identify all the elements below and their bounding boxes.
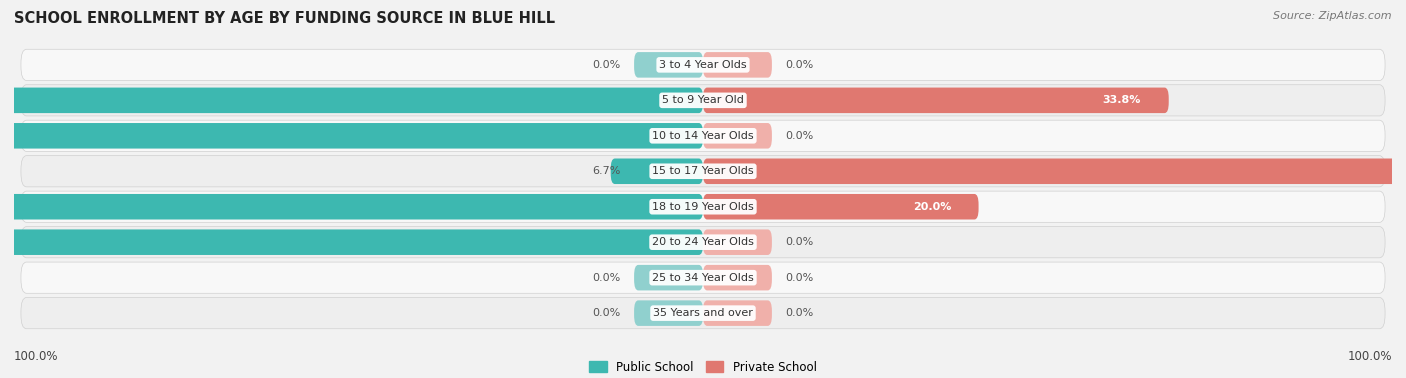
- Text: 0.0%: 0.0%: [592, 60, 620, 70]
- Legend: Public School, Private School: Public School, Private School: [585, 356, 821, 378]
- Text: 18 to 19 Year Olds: 18 to 19 Year Olds: [652, 202, 754, 212]
- Text: 100.0%: 100.0%: [14, 350, 59, 363]
- Text: 35 Years and over: 35 Years and over: [652, 308, 754, 318]
- Text: 0.0%: 0.0%: [786, 273, 814, 283]
- FancyBboxPatch shape: [21, 191, 1385, 222]
- Text: SCHOOL ENROLLMENT BY AGE BY FUNDING SOURCE IN BLUE HILL: SCHOOL ENROLLMENT BY AGE BY FUNDING SOUR…: [14, 11, 555, 26]
- Text: 100.0%: 100.0%: [1347, 350, 1392, 363]
- Text: 20 to 24 Year Olds: 20 to 24 Year Olds: [652, 237, 754, 247]
- Text: 15 to 17 Year Olds: 15 to 17 Year Olds: [652, 166, 754, 176]
- FancyBboxPatch shape: [0, 194, 703, 220]
- FancyBboxPatch shape: [703, 88, 1168, 113]
- FancyBboxPatch shape: [0, 88, 703, 113]
- Text: 0.0%: 0.0%: [592, 273, 620, 283]
- Text: 0.0%: 0.0%: [786, 131, 814, 141]
- FancyBboxPatch shape: [634, 301, 703, 326]
- FancyBboxPatch shape: [634, 52, 703, 77]
- FancyBboxPatch shape: [21, 297, 1385, 329]
- FancyBboxPatch shape: [703, 194, 979, 220]
- Text: 3 to 4 Year Olds: 3 to 4 Year Olds: [659, 60, 747, 70]
- FancyBboxPatch shape: [21, 156, 1385, 187]
- Text: 33.8%: 33.8%: [1102, 95, 1142, 105]
- Text: 0.0%: 0.0%: [786, 60, 814, 70]
- FancyBboxPatch shape: [610, 158, 703, 184]
- FancyBboxPatch shape: [703, 229, 772, 255]
- Text: 0.0%: 0.0%: [786, 237, 814, 247]
- FancyBboxPatch shape: [21, 262, 1385, 293]
- FancyBboxPatch shape: [21, 49, 1385, 81]
- Text: 0.0%: 0.0%: [786, 308, 814, 318]
- FancyBboxPatch shape: [703, 158, 1406, 184]
- FancyBboxPatch shape: [0, 229, 703, 255]
- Text: 5 to 9 Year Old: 5 to 9 Year Old: [662, 95, 744, 105]
- Text: 6.7%: 6.7%: [592, 166, 620, 176]
- FancyBboxPatch shape: [703, 301, 772, 326]
- FancyBboxPatch shape: [21, 120, 1385, 152]
- FancyBboxPatch shape: [0, 123, 703, 149]
- FancyBboxPatch shape: [21, 226, 1385, 258]
- Text: 10 to 14 Year Olds: 10 to 14 Year Olds: [652, 131, 754, 141]
- FancyBboxPatch shape: [703, 52, 772, 77]
- Text: Source: ZipAtlas.com: Source: ZipAtlas.com: [1274, 11, 1392, 21]
- Text: 25 to 34 Year Olds: 25 to 34 Year Olds: [652, 273, 754, 283]
- Text: 20.0%: 20.0%: [912, 202, 950, 212]
- FancyBboxPatch shape: [21, 85, 1385, 116]
- FancyBboxPatch shape: [703, 265, 772, 290]
- Text: 0.0%: 0.0%: [592, 308, 620, 318]
- FancyBboxPatch shape: [703, 123, 772, 149]
- FancyBboxPatch shape: [634, 265, 703, 290]
